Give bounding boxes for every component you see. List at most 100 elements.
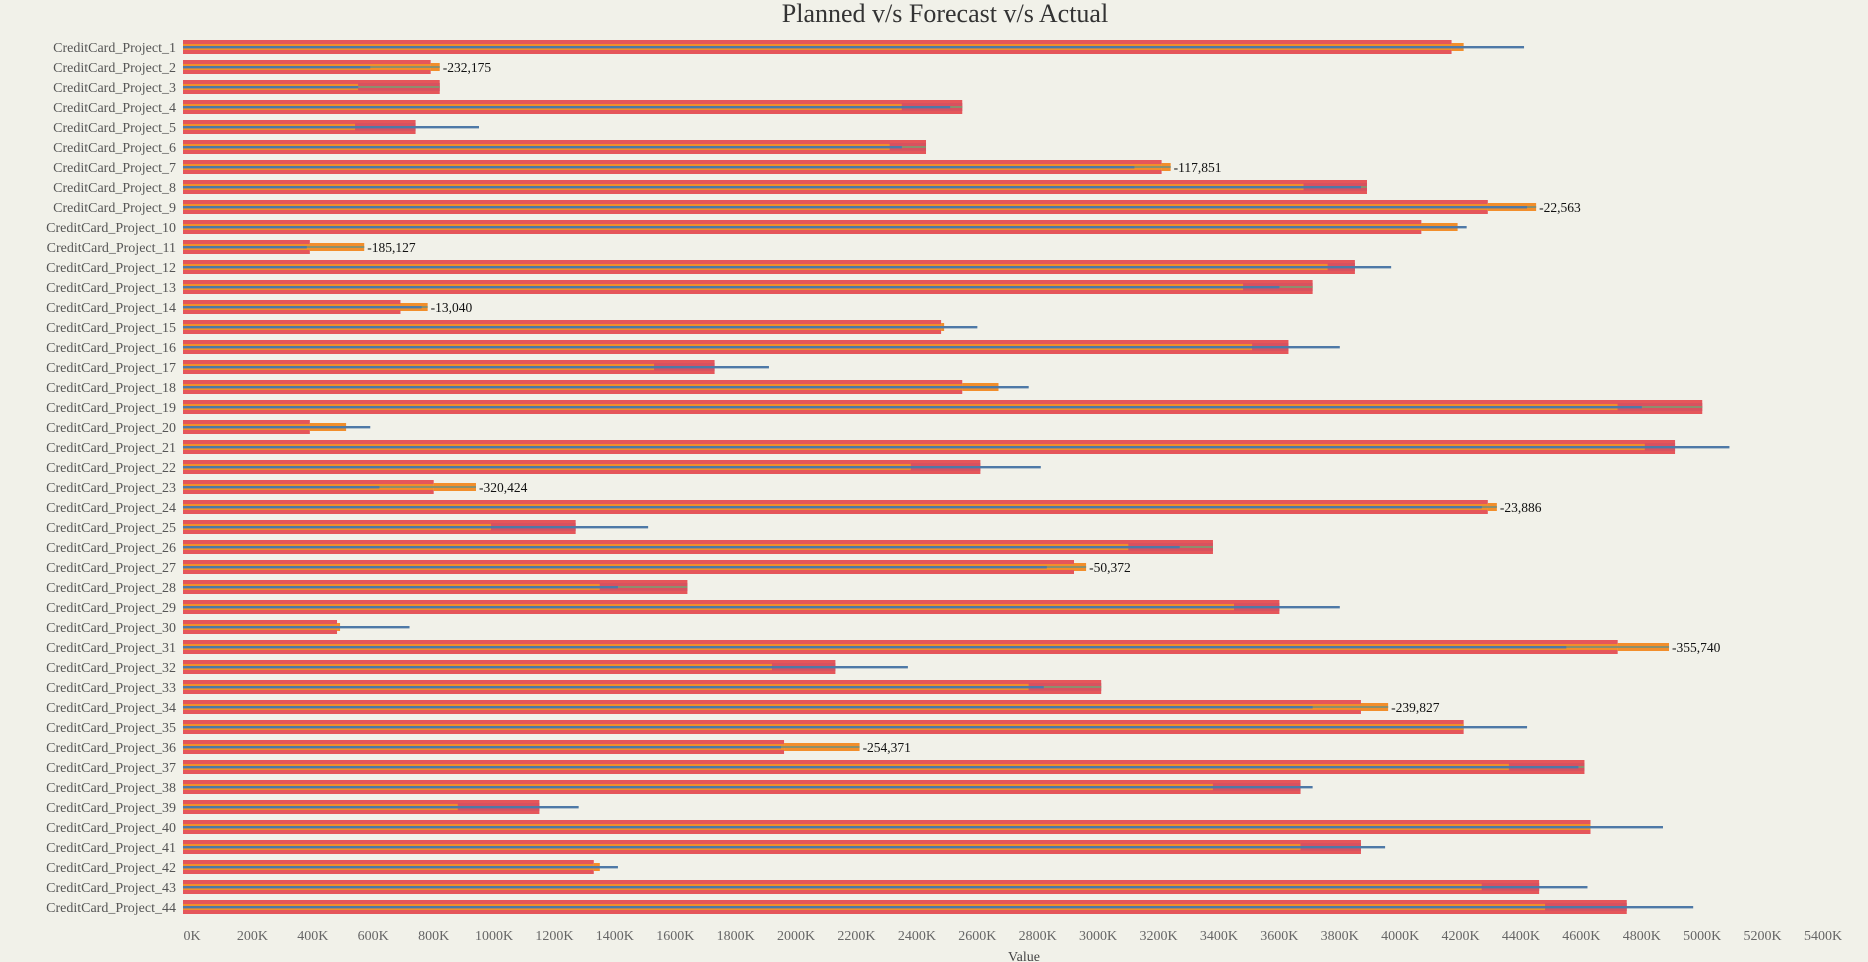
forecast-line — [183, 486, 380, 489]
forecast-line — [183, 346, 1340, 349]
forecast-line — [183, 806, 579, 809]
forecast-line — [183, 266, 1392, 269]
forecast-line — [183, 886, 1588, 889]
forecast-line — [183, 726, 1528, 729]
forecast-line — [183, 866, 618, 869]
row-label: CreditCard_Project_15 — [46, 321, 176, 336]
forecast-line — [183, 66, 371, 69]
x-tick-label: 1400K — [596, 929, 634, 944]
row-label: CreditCard_Project_7 — [53, 161, 176, 176]
row-label: CreditCard_Project_40 — [46, 821, 176, 836]
forecast-line — [183, 306, 422, 309]
row-label: CreditCard_Project_21 — [46, 441, 176, 456]
row-label: CreditCard_Project_14 — [46, 301, 176, 316]
forecast-line — [183, 86, 359, 89]
forecast-line — [183, 606, 1340, 609]
chart-title: Planned v/s Forecast v/s Actual — [781, 0, 1109, 28]
x-tick-label: 1800K — [717, 929, 755, 944]
row-label: CreditCard_Project_9 — [53, 201, 176, 216]
forecast-line — [183, 446, 1730, 449]
row-label: CreditCard_Project_38 — [46, 781, 176, 796]
row-label: CreditCard_Project_23 — [46, 481, 176, 496]
row-label: CreditCard_Project_39 — [46, 801, 176, 816]
row-label: CreditCard_Project_18 — [46, 381, 176, 396]
forecast-line — [183, 646, 1567, 649]
x-tick-label: 4600K — [1562, 929, 1600, 944]
forecast-line — [183, 426, 371, 429]
forecast-line — [183, 326, 978, 329]
data-label: -232,175 — [443, 60, 492, 75]
x-tick-label: 1200K — [535, 929, 573, 944]
row-label: CreditCard_Project_2 — [53, 61, 176, 76]
row-label: CreditCard_Project_4 — [53, 101, 176, 116]
x-tick-label: 2800K — [1019, 929, 1057, 944]
x-tick-label: 3200K — [1139, 929, 1177, 944]
forecast-line — [183, 786, 1313, 789]
row-label: CreditCard_Project_12 — [46, 261, 176, 276]
row-label: CreditCard_Project_24 — [46, 501, 176, 516]
data-label: -239,827 — [1391, 700, 1440, 715]
forecast-line — [183, 406, 1642, 409]
forecast-line — [183, 46, 1525, 49]
row-label: CreditCard_Project_19 — [46, 401, 176, 416]
data-label: -13,040 — [431, 300, 473, 315]
forecast-line — [183, 826, 1663, 829]
forecast-line — [183, 146, 902, 149]
forecast-line — [183, 706, 1313, 709]
x-tick-label: 2000K — [777, 929, 815, 944]
x-tick-label: 2400K — [898, 929, 936, 944]
x-axis-title: Value — [1008, 950, 1040, 962]
x-tick-label: 800K — [418, 929, 449, 944]
forecast-line — [183, 586, 618, 589]
forecast-line — [183, 286, 1280, 289]
forecast-line — [183, 506, 1482, 509]
row-label: CreditCard_Project_3 — [53, 81, 176, 96]
x-tick-label: 4000K — [1381, 929, 1419, 944]
row-label: CreditCard_Project_28 — [46, 581, 176, 596]
forecast-line — [183, 546, 1180, 549]
x-tick-label: 3800K — [1321, 929, 1359, 944]
forecast-line — [183, 746, 782, 749]
x-tick-label: 1600K — [656, 929, 694, 944]
row-label: CreditCard_Project_30 — [46, 621, 176, 636]
row-label: CreditCard_Project_20 — [46, 421, 176, 436]
row-label: CreditCard_Project_11 — [47, 241, 176, 256]
row-label: CreditCard_Project_8 — [53, 181, 176, 196]
row-label: CreditCard_Project_17 — [46, 361, 176, 376]
x-tick-label: 3600K — [1260, 929, 1298, 944]
x-tick-label: 2600K — [958, 929, 996, 944]
row-label: CreditCard_Project_35 — [46, 721, 176, 736]
data-label: -117,851 — [1174, 160, 1222, 175]
row-label: CreditCard_Project_22 — [46, 461, 176, 476]
x-tick-label: 200K — [237, 929, 268, 944]
data-label: -320,424 — [479, 480, 528, 495]
row-label: CreditCard_Project_31 — [46, 641, 176, 656]
data-label: -23,886 — [1500, 500, 1542, 515]
row-label: CreditCard_Project_37 — [46, 761, 176, 776]
forecast-line — [183, 366, 769, 369]
x-tick-label: 3400K — [1200, 929, 1238, 944]
row-label: CreditCard_Project_33 — [46, 681, 176, 696]
forecast-line — [183, 846, 1386, 849]
x-tick-label: 4800K — [1623, 929, 1661, 944]
forecast-line — [183, 566, 1047, 569]
x-tick-label: 5000K — [1683, 929, 1721, 944]
row-label: CreditCard_Project_34 — [46, 701, 176, 716]
x-tick-label: 600K — [358, 929, 389, 944]
row-label: CreditCard_Project_10 — [46, 221, 176, 236]
row-label: CreditCard_Project_1 — [53, 41, 176, 56]
forecast-line — [183, 686, 1044, 689]
forecast-line — [183, 666, 908, 669]
data-label: -50,372 — [1089, 560, 1131, 575]
forecast-line — [183, 126, 479, 129]
row-label: CreditCard_Project_27 — [46, 561, 176, 576]
x-tick-label: 4400K — [1502, 929, 1540, 944]
x-tick-label: 2200K — [837, 929, 875, 944]
row-label: CreditCard_Project_36 — [46, 741, 176, 756]
forecast-line — [183, 186, 1361, 189]
data-label: -355,740 — [1672, 640, 1721, 655]
forecast-line — [183, 206, 1528, 209]
forecast-line — [183, 166, 1135, 169]
forecast-line — [183, 626, 410, 629]
